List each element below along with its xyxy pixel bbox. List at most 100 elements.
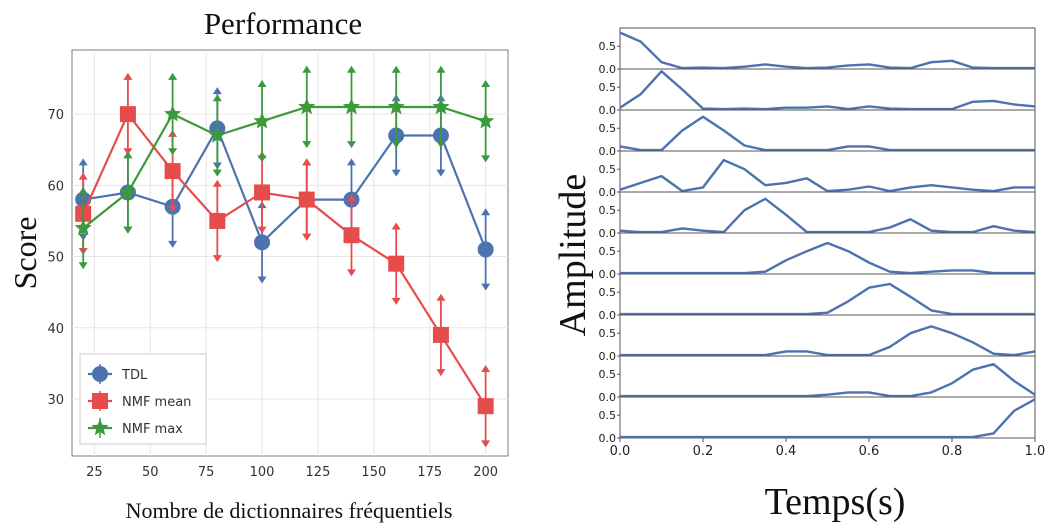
x-tick-label: 0.2: [693, 444, 714, 459]
panel-line: [620, 325, 1036, 357]
y-tick-label: 0.5: [599, 122, 617, 135]
series-line: [82, 105, 486, 229]
y-tick-label: 0.5: [599, 245, 617, 258]
legend-marker: [91, 419, 109, 436]
x-axis-label: Temps(s): [765, 481, 906, 523]
panel-frame: [619, 27, 1036, 70]
x-tick-label: 125: [306, 465, 331, 480]
panel-line: [619, 158, 1035, 193]
panel-line: [620, 241, 1035, 275]
y-tick-label: 0.5: [599, 204, 617, 217]
legend: TDL NMF mean NMF max: [79, 353, 207, 445]
error-cap-bottom: [391, 141, 401, 149]
panel-9: 0.0 0.5: [599, 355, 1036, 404]
error-cap-bottom: [346, 269, 356, 277]
panel-2: 0.0 0.5: [599, 68, 1036, 117]
error-cap-bottom: [391, 297, 401, 305]
data-point: [74, 219, 92, 236]
data-point: [477, 112, 495, 129]
error-cap-top: [78, 158, 88, 166]
panel-3: 0.0 0.5: [599, 109, 1036, 158]
panel-6: 0.0 0.5: [599, 232, 1036, 281]
error-cap-top: [436, 65, 446, 73]
error-cap-bottom: [436, 141, 446, 149]
panel-frame: [619, 355, 1036, 398]
legend-label: TDL: [121, 368, 148, 383]
data-point: [432, 326, 449, 343]
error-cap-top: [123, 72, 133, 80]
y-axis-label: Score: [7, 217, 43, 290]
error-cap-top: [302, 158, 312, 166]
x-tick-label: 100: [250, 465, 275, 480]
panel-line: [619, 115, 1035, 152]
panel-frame: [619, 150, 1036, 193]
panel-10: 0.0 0.5: [599, 396, 1036, 445]
error-cap-top: [481, 364, 491, 372]
y-tick-label: 0.0: [599, 186, 617, 199]
error-cap-bottom: [168, 205, 178, 213]
panel-frame: [619, 232, 1036, 275]
error-cap-bottom: [257, 226, 267, 234]
y-tick-label: 70: [47, 108, 64, 123]
y-tick-label: 50: [47, 251, 64, 266]
error-cap-top: [346, 194, 356, 202]
x-tick-label: 1.0: [1025, 444, 1046, 459]
performance-chart: Performance 25 50 75 100 125 150 175 200 30 40 50 6…: [7, 6, 509, 523]
data-point: [477, 241, 494, 258]
error-cap-bottom: [302, 141, 312, 149]
error-cap-bottom: [168, 240, 178, 248]
error-cap-bottom: [481, 440, 491, 448]
error-cap-bottom: [168, 148, 178, 156]
legend-marker: [92, 366, 108, 382]
series-line: [83, 125, 487, 250]
y-tick-label: 0.0: [599, 391, 617, 404]
error-cap-top: [391, 65, 401, 73]
error-cap-top: [212, 179, 222, 187]
y-tick-label: 0.0: [599, 309, 617, 322]
error-cap-bottom: [346, 141, 356, 149]
tick-labels: 25 50 75 100 125 150 175 200 30 40 50 60 70: [47, 108, 498, 480]
y-tick-label: 0.0: [599, 104, 617, 117]
error-cap-top: [346, 158, 356, 166]
panel-line: [619, 31, 1035, 70]
error-cap-bottom: [436, 369, 446, 377]
data-point: [253, 112, 271, 129]
series-nmf-mean: [75, 72, 494, 448]
error-cap-top: [481, 208, 491, 216]
error-cap-top: [346, 65, 356, 73]
data-point: [209, 212, 226, 229]
y-tick-label: 0.0: [599, 145, 617, 158]
data-point: [342, 98, 360, 115]
error-cap-top: [168, 72, 178, 80]
x-tick-label: 0.8: [942, 444, 963, 459]
panel-5: 0.0 0.5: [599, 191, 1036, 240]
x-tick-label: 200: [473, 465, 498, 480]
panel-line: [619, 197, 1036, 234]
panel-line: [619, 70, 1036, 111]
panel-line: [620, 398, 1036, 439]
y-tick-label: 0.0: [599, 63, 617, 76]
series-group: [74, 65, 495, 448]
x-tick-label: 150: [361, 465, 386, 480]
panel-frame: [619, 314, 1036, 357]
legend-label: NMF max: [122, 422, 183, 437]
panel-8: 0.0 0.5: [599, 314, 1036, 363]
error-cap-bottom: [257, 155, 267, 163]
data-point: [432, 98, 450, 115]
data-point: [343, 227, 360, 244]
x-tick-label: 0.6: [859, 444, 880, 459]
error-cap-top: [212, 87, 222, 95]
y-tick-label: 0.0: [599, 268, 617, 281]
y-tick-label: 0.5: [599, 327, 617, 340]
y-tick-label: 40: [47, 322, 64, 337]
error-cap-bottom: [481, 155, 491, 163]
y-tick-label: 0.5: [599, 40, 617, 53]
panel-line: [620, 282, 1035, 316]
error-cap-top: [212, 94, 222, 102]
error-cap-top: [123, 151, 133, 159]
data-point: [477, 398, 494, 415]
series-nmf-max: [74, 65, 495, 270]
panel-frame: [619, 273, 1036, 316]
x-tick-label: 25: [86, 465, 103, 480]
